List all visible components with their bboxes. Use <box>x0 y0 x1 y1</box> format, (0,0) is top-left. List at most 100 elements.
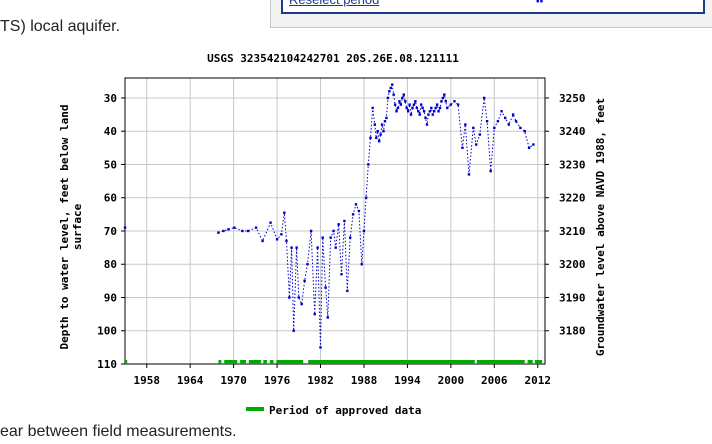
depth-data-point <box>403 93 405 95</box>
x-tick-label: 1958 <box>133 374 160 387</box>
x-tick-label: 1970 <box>220 374 247 387</box>
depth-data-point <box>355 203 357 205</box>
chart-title: USGS 323542104242701 20S.26E.08.121111 <box>207 52 459 65</box>
depth-data-point <box>124 226 126 228</box>
depth-data-point <box>433 110 435 112</box>
depth-data-point <box>332 230 334 232</box>
depth-data-point <box>367 163 369 165</box>
depth-data-point <box>434 107 436 109</box>
depth-data-point <box>443 93 445 95</box>
y-tick-label: 90 <box>104 291 117 304</box>
depth-data-point <box>430 107 432 109</box>
depth-data-point <box>453 100 455 102</box>
depth-data-point <box>288 296 290 298</box>
depth-data-point <box>532 143 534 145</box>
depth-data-point <box>450 103 452 105</box>
depth-data-point <box>489 170 491 172</box>
depth-data-point <box>423 110 425 112</box>
depth-data-point <box>440 100 442 102</box>
depth-data-point <box>457 103 459 105</box>
depth-data-point <box>298 296 300 298</box>
depth-data-point <box>217 231 219 233</box>
depth-data-point <box>327 316 329 318</box>
depth-data-point <box>369 137 371 139</box>
depth-data-point <box>310 230 312 232</box>
approved-period-bar <box>263 360 267 364</box>
depth-data-point <box>519 127 521 129</box>
depth-data-point <box>269 221 271 223</box>
y-axis-ticks: 30405060708090100110 <box>97 92 125 371</box>
x-axis-ticks: 1958 1964 1970 1976 1982 1988 1994 2000 2006 2012 <box>133 364 551 387</box>
depth-data-point <box>340 273 342 275</box>
depth-data-point <box>479 133 481 135</box>
depth-data-point <box>472 127 474 129</box>
y2-tick-label: 3240 <box>559 125 586 138</box>
footer-text: ear between field measurements. <box>0 423 237 441</box>
y-tick-label: 70 <box>104 225 117 238</box>
depth-data-point <box>363 230 365 232</box>
approved-period-bar <box>270 360 274 364</box>
depth-data-point <box>377 130 379 132</box>
depth-data-point <box>424 117 426 119</box>
y2-tick-label: 3250 <box>559 92 586 105</box>
depth-data-point <box>468 173 470 175</box>
depth-data-point <box>276 238 278 240</box>
depth-data-point <box>445 100 447 102</box>
depth-data-point <box>390 87 392 89</box>
depth-data-point <box>446 107 448 109</box>
depth-data-point <box>374 123 376 125</box>
depth-data-point <box>316 246 318 248</box>
approved-period-bar <box>535 360 542 364</box>
depth-data-point <box>464 123 466 125</box>
depth-data-point <box>300 303 302 305</box>
y-tick-label: 80 <box>104 258 117 271</box>
x-tick-label: 1994 <box>394 374 421 387</box>
depth-data-point <box>497 120 499 122</box>
plot-area-frame <box>125 78 545 364</box>
depth-data-point <box>414 100 416 102</box>
depth-data-point <box>437 110 439 112</box>
depth-data-point <box>361 263 363 265</box>
x-tick-label: 1982 <box>307 374 334 387</box>
depth-data-point <box>293 330 295 332</box>
depth-data-point <box>392 93 394 95</box>
y2-axis-label: Groundwater level above NAVD 1988, feet <box>594 98 607 356</box>
depth-data-point <box>426 123 428 125</box>
depth-data-point <box>508 123 510 125</box>
depth-data-point <box>400 103 402 105</box>
depth-data-point <box>375 137 377 139</box>
x-tick-label: 1988 <box>351 374 378 387</box>
depth-data-point <box>493 127 495 129</box>
y-tick-label: 40 <box>104 125 117 138</box>
approved-period-bar <box>224 360 237 364</box>
depth-data-point <box>352 213 354 215</box>
depth-data-point <box>421 107 423 109</box>
approved-period-bar <box>125 360 127 364</box>
y-tick-label: 110 <box>97 358 117 371</box>
depth-data-point <box>410 113 412 115</box>
approved-period-bar <box>249 360 261 364</box>
x-tick-label: 1964 <box>177 374 204 387</box>
depth-data-point <box>319 346 321 348</box>
depth-data-point <box>391 83 393 85</box>
x-tick-label: 2000 <box>438 374 465 387</box>
depth-data-point <box>432 113 434 115</box>
depth-data-point <box>408 103 410 105</box>
depth-data-point <box>241 230 243 232</box>
depth-data-point <box>388 90 390 92</box>
depth-data-point <box>378 140 380 142</box>
depth-data-point <box>381 123 383 125</box>
y2-tick-label: 3200 <box>559 258 586 271</box>
depth-data-point <box>365 197 367 199</box>
depth-data-point <box>483 97 485 99</box>
depth-data-point <box>419 113 421 115</box>
depth-data-point <box>475 143 477 145</box>
depth-data-point <box>512 113 514 115</box>
depth-data-point <box>524 130 526 132</box>
y-axis-label-line-2: surface <box>71 203 84 250</box>
approved-period-bar <box>276 360 303 364</box>
depth-data-point <box>486 120 488 122</box>
approved-period-bar <box>528 360 533 364</box>
depth-data-point <box>382 130 384 132</box>
depth-data-point <box>429 110 431 112</box>
